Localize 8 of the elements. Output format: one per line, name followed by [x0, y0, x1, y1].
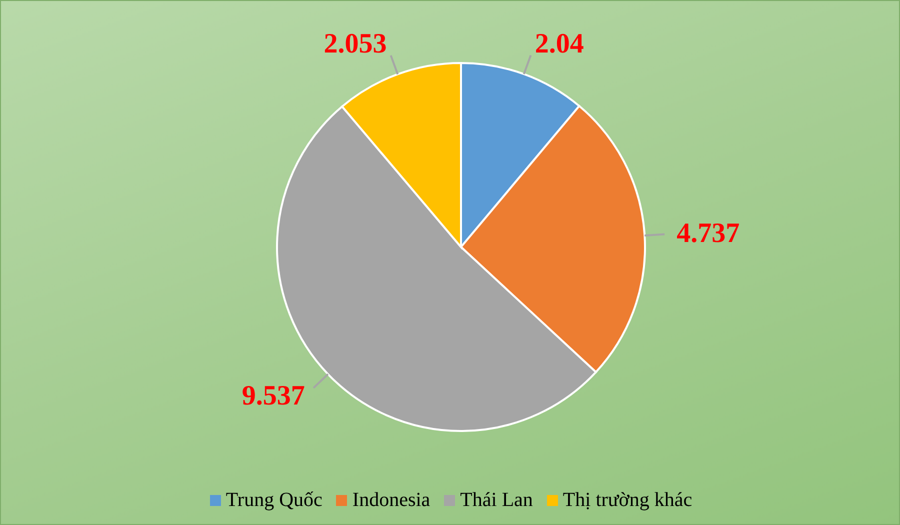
data-label: 9.537: [242, 380, 305, 412]
legend-label: Indonesia: [352, 489, 430, 512]
slice-label: Thái Lan: [460, 489, 533, 512]
data-label: 4.737: [676, 218, 740, 249]
legend-label: Trung Quốc: [226, 489, 322, 512]
data-label: 2.04: [534, 28, 584, 60]
legend-label: Thị trường khác: [562, 489, 692, 512]
data-label: 2.053: [324, 28, 387, 60]
